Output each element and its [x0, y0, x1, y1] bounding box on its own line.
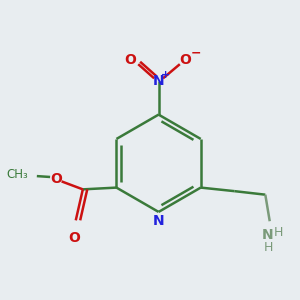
Text: O: O	[50, 172, 62, 186]
Text: O: O	[179, 53, 191, 67]
Text: N: N	[153, 214, 164, 228]
Text: O: O	[68, 231, 80, 245]
Text: +: +	[161, 70, 170, 80]
Text: N: N	[153, 74, 164, 88]
Text: −: −	[190, 46, 201, 59]
Text: CH₃: CH₃	[6, 168, 28, 181]
Text: H: H	[263, 241, 273, 254]
Text: O: O	[124, 53, 136, 67]
Text: N: N	[262, 228, 274, 242]
Text: H: H	[274, 226, 283, 238]
